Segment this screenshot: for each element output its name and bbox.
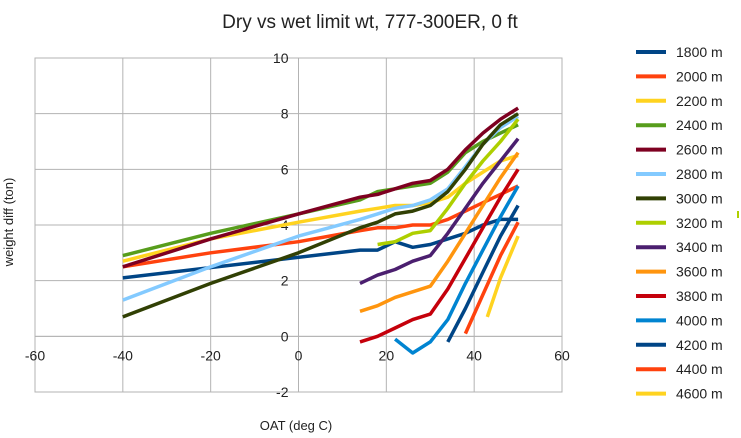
y-tick-label: 8	[281, 106, 289, 122]
legend-entry: 2600 m	[676, 142, 723, 158]
y-tick-label: 10	[273, 50, 289, 66]
legend-entry: 2000 m	[676, 68, 723, 84]
legend-entry: 3600 m	[676, 264, 723, 280]
chart-title: Dry vs wet limit wt, 777-300ER, 0 ft	[222, 12, 518, 33]
y-tick-label: -2	[276, 384, 289, 400]
x-tick-label: 60	[554, 347, 570, 363]
x-tick-label: 20	[379, 347, 395, 363]
x-tick-label: 0	[295, 347, 303, 363]
legend-entry: 3200 m	[676, 215, 723, 231]
series-line-3800-m	[359, 168, 520, 344]
legend-entry: 4000 m	[676, 312, 723, 328]
x-tick-label: 40	[466, 347, 482, 363]
y-tick-label: 6	[281, 161, 289, 177]
y-tick-label: 2	[281, 273, 289, 289]
legend-entry: 4600 m	[676, 386, 723, 402]
series-line-2600-m	[122, 106, 520, 269]
series-line-3000-m	[122, 112, 520, 319]
x-tick-label: -60	[25, 347, 45, 363]
legend-entry: 2400 m	[676, 117, 723, 133]
legend-entry: 3000 m	[676, 190, 723, 206]
series-line-3200-m	[377, 118, 520, 247]
x-axis-label: OAT (deg C)	[260, 418, 332, 433]
y-axis-label: weight diff (ton)	[1, 178, 16, 268]
legend-entry: 4400 m	[676, 361, 723, 377]
legend-entry: 3400 m	[676, 239, 723, 255]
series-line-4400-m	[463, 221, 520, 335]
series-line-3600-m	[359, 151, 520, 313]
legend-entry: 2800 m	[676, 166, 723, 182]
x-tick-label: -40	[113, 347, 133, 363]
series-line-4600-m	[485, 235, 520, 318]
legend-entry: 4200 m	[676, 337, 723, 353]
legend-entry: 2200 m	[676, 93, 723, 109]
series-line-1800-m	[122, 217, 519, 280]
series-lines	[122, 106, 520, 355]
series-line-4000-m	[394, 185, 520, 355]
legend-overflow-mark	[737, 211, 739, 218]
legend: 1800 m 2000 m 2200 m 2400 m 2600 m 2800 m 3000…	[636, 44, 723, 402]
legend-entry: 1800 m	[676, 44, 723, 60]
legend-entry: 3800 m	[676, 288, 723, 304]
series-line-4200-m	[446, 204, 520, 343]
series-line-3400-m	[359, 137, 520, 285]
x-tick-label: -20	[201, 347, 221, 363]
y-tick-label: 0	[281, 328, 289, 344]
grid-lines	[34, 57, 563, 393]
